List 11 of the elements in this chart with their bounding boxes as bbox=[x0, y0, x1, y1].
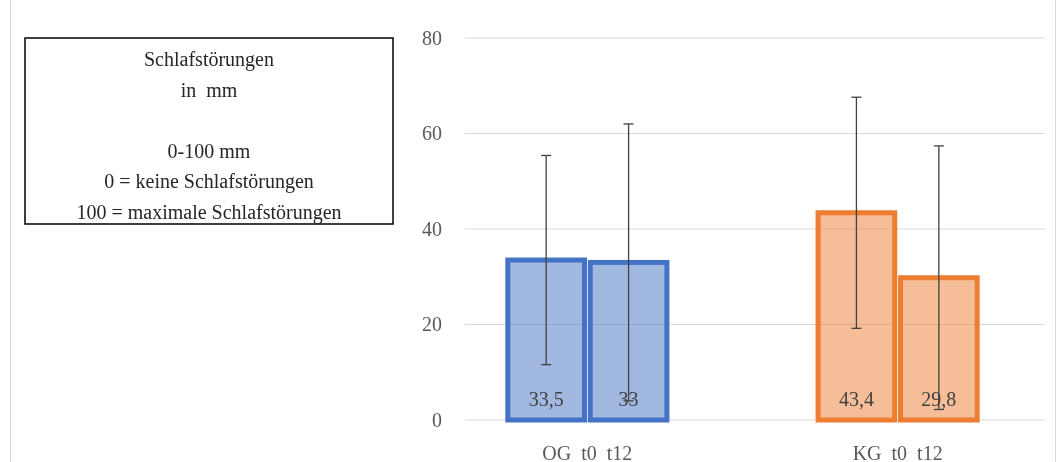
y-tick-label: 80 bbox=[422, 26, 442, 49]
y-tick-label: 20 bbox=[422, 313, 442, 336]
y-tick-label: 40 bbox=[422, 217, 442, 240]
x-tick-label: KG t0 t12 bbox=[852, 442, 943, 462]
x-tick-label: OG t0 t12 bbox=[542, 442, 633, 462]
y-tick-label: 60 bbox=[422, 122, 442, 145]
data-label: 33 bbox=[618, 388, 639, 410]
data-label: 33,5 bbox=[528, 388, 564, 410]
data-label: 43,4 bbox=[838, 388, 874, 410]
text: Schlafstörungen in mm 0-100 mm 0 = keine Schlafstörungen 100 = maximale Schlafstörungen bbox=[76, 48, 342, 223]
y-tick-label: 0 bbox=[432, 408, 442, 431]
